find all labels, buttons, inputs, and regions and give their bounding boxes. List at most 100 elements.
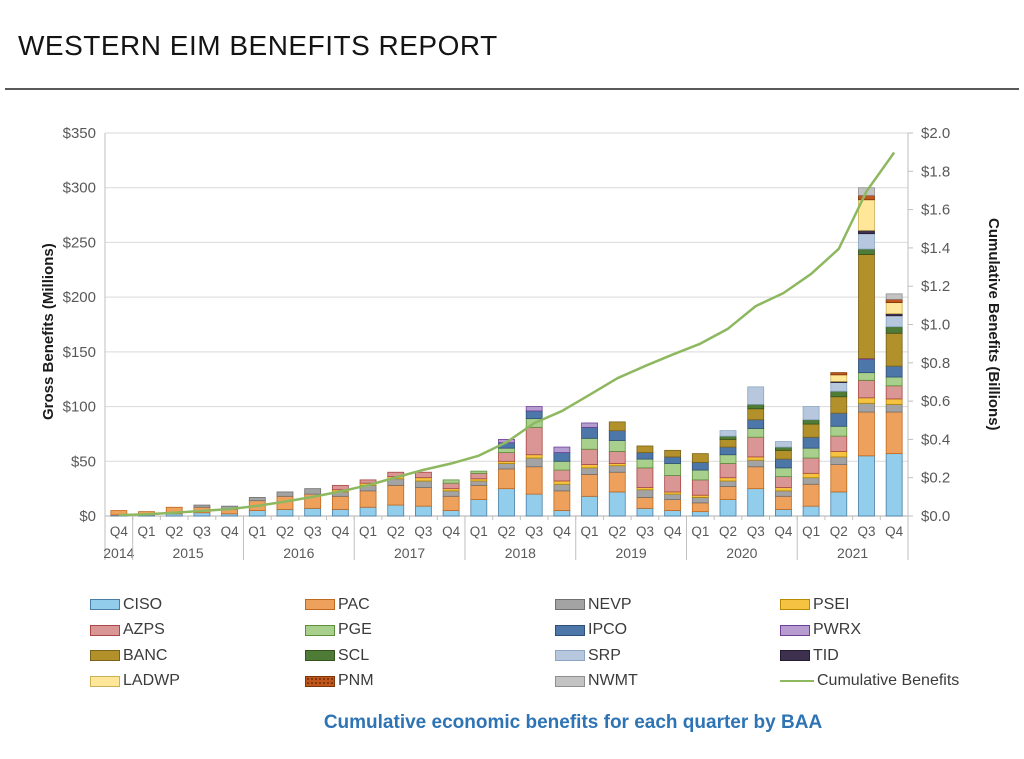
legend-item-cumulative-benefits: Cumulative Benefits (780, 673, 1004, 689)
quarter-label: Q1 (359, 524, 377, 539)
bar-segment-pac (830, 464, 848, 493)
bar-segment-pge (442, 479, 460, 484)
bar-segment-pge (553, 460, 571, 471)
legend-label: SRP (588, 646, 621, 664)
bar-segment-pge (498, 447, 515, 453)
legend-item-pnm: PNM (305, 673, 555, 689)
bars-group (110, 187, 903, 517)
bar-segment-nevp (608, 465, 626, 473)
bar-segment-psei (525, 454, 543, 459)
bar-segment-ciso (691, 511, 709, 517)
bar-segment-psei (581, 464, 598, 469)
right-axis-tick-label: $1.0 (921, 317, 950, 334)
right-axis-tick-label: $1.2 (921, 278, 950, 295)
bar-segment-banc (858, 254, 875, 359)
bar-segment-scl (858, 248, 875, 255)
bar-segment-nevp (636, 489, 654, 498)
bar-segment-srp (719, 430, 737, 437)
quarter-label: Q2 (719, 524, 737, 539)
bar-segment-nevp (553, 483, 571, 492)
bar-segment-azps (331, 484, 349, 491)
bar-segment-scl (719, 435, 737, 440)
legend-label: NWMT (588, 672, 638, 690)
bar-segment-pge (664, 463, 682, 476)
legend-item-srp: SRP (555, 646, 780, 664)
bar-segment-nevp (193, 504, 211, 508)
right-axis-tick-label: $0.2 (921, 470, 950, 487)
quarter-label: Q4 (221, 524, 240, 539)
bar-segment-banc (608, 421, 626, 432)
left-axis-title: Gross Benefits (Millions) (40, 243, 57, 420)
year-label: 2019 (616, 545, 647, 561)
legend-item-ipco: IPCO (555, 622, 780, 638)
legend-label: CISO (123, 595, 163, 613)
bar-segment-pac (691, 502, 709, 513)
bar-segment-nevp (802, 477, 820, 485)
legend-swatch-azps (90, 624, 120, 636)
bar-segment-azps (719, 463, 737, 479)
bar-segment-nevp (691, 496, 709, 504)
bar-segment-nevp (276, 491, 294, 497)
year-label: 2016 (283, 545, 314, 561)
bar-segment-ciso (470, 499, 488, 517)
bar-segment-nevp (442, 490, 460, 497)
bar-segment-nwmt (885, 293, 903, 300)
legend-label: TID (813, 646, 839, 664)
bar-segment-azps (470, 472, 488, 480)
bar-segment-pac (498, 468, 515, 490)
legend-item-pac: PAC (305, 596, 555, 613)
bar-segment-pac (525, 466, 543, 495)
bar-segment-tid (858, 229, 875, 235)
bar-segment-ipco (802, 436, 820, 449)
bar-segment-srp (747, 386, 765, 405)
bar-segment-nevp (858, 402, 875, 413)
bar-segment-ipco (608, 430, 626, 441)
bar-segment-banc (774, 449, 792, 460)
bar-segment-pac (802, 483, 820, 507)
quarter-label: Q3 (747, 524, 765, 539)
legend-swatch-pac (305, 599, 335, 611)
bar-segment-ciso (858, 455, 875, 517)
bar-segment-psei (747, 456, 765, 461)
bar-segment-pnm (858, 194, 875, 201)
bar-segment-ciso (442, 510, 460, 517)
bar-segment-ipco (747, 419, 765, 429)
legend-label: SCL (338, 646, 370, 664)
legend-label: PSEI (813, 595, 850, 613)
bar-segment-ciso (608, 491, 626, 517)
title-divider (5, 88, 1019, 90)
bar-segment-scl (830, 390, 848, 398)
legend-item-pwrx: PWRX (780, 622, 1004, 638)
bar-segment-psei (858, 397, 875, 404)
bar-segment-banc (691, 453, 709, 463)
legend-label: LADWP (123, 672, 180, 690)
legend-label: AZPS (123, 621, 165, 639)
left-axis-tick-label: $200 (63, 289, 96, 306)
left-axis-tick-label: $100 (63, 399, 96, 416)
bar-segment-ciso (525, 493, 543, 517)
bar-segment-ipco (858, 359, 875, 374)
quarter-label: Q1 (138, 524, 156, 539)
quarter-label: Q2 (497, 524, 515, 539)
bar-segment-ciso (276, 509, 294, 517)
bar-segment-nevp (248, 496, 266, 502)
legend-item-ladwp: LADWP (90, 673, 305, 689)
bar-segment-ciso (193, 512, 211, 517)
year-label: 2014 (103, 545, 134, 561)
right-axis-tick-label: $0.8 (921, 355, 950, 372)
legend-item-azps: AZPS (90, 622, 305, 638)
bar-segment-nevp (498, 463, 515, 470)
bar-segment-pac (581, 474, 598, 497)
bar-segment-azps (581, 448, 598, 465)
right-axis-title: Cumulative Benefits (Billions) (985, 218, 1002, 431)
legend-item-nwmt: NWMT (555, 673, 780, 689)
bar-segment-ciso (802, 505, 820, 517)
quarter-label: Q2 (830, 524, 848, 539)
quarter-label: Q4 (885, 524, 904, 539)
bar-segment-ciso (719, 499, 737, 517)
bar-segment-banc (636, 445, 654, 453)
bar-segment-pnm (885, 298, 903, 304)
legend-swatch-nwmt (555, 675, 585, 687)
bar-segment-ciso (830, 491, 848, 517)
quarter-label: Q4 (553, 524, 572, 539)
